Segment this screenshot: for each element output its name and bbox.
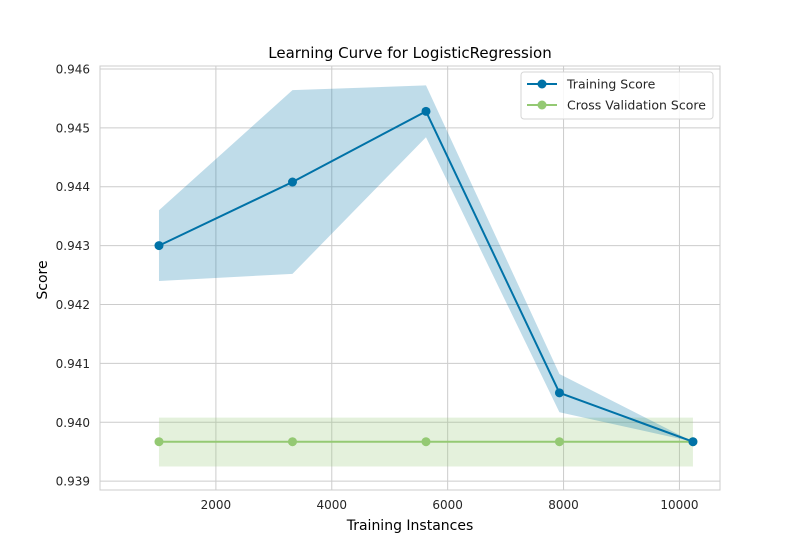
legend-marker-cv bbox=[537, 100, 547, 110]
y-tick-label: 0.945 bbox=[56, 121, 90, 135]
y-tick-label: 0.942 bbox=[56, 298, 90, 312]
legend-box bbox=[520, 71, 714, 120]
x-axis-label: Training Instances bbox=[346, 518, 474, 534]
x-tick-label: 2000 bbox=[201, 498, 232, 512]
y-axis-label: Score bbox=[35, 260, 51, 299]
point-training bbox=[554, 388, 564, 398]
y-tick-label: 0.944 bbox=[56, 180, 90, 194]
point-training bbox=[154, 241, 164, 251]
chart-title: Learning Curve for LogisticRegression bbox=[268, 44, 551, 62]
grid-lines bbox=[100, 66, 720, 490]
legend-label-cv: Cross Validation Score bbox=[567, 98, 706, 113]
point-training bbox=[688, 437, 698, 447]
point-training bbox=[287, 177, 297, 187]
point-cv bbox=[287, 437, 297, 447]
y-tick-label: 0.946 bbox=[56, 62, 90, 76]
legend-marker-training bbox=[537, 79, 547, 89]
point-training bbox=[421, 106, 431, 116]
legend: Training Score Cross Validation Score bbox=[520, 71, 714, 120]
y-tick-label: 0.940 bbox=[56, 416, 90, 430]
x-tick-label: 6000 bbox=[432, 498, 463, 512]
series-points bbox=[154, 106, 698, 447]
x-tick-labels: 2000 4000 6000 8000 10000 bbox=[201, 498, 699, 512]
plot-frame bbox=[99, 65, 721, 491]
x-tick-label: 8000 bbox=[548, 498, 579, 512]
x-tick-label: 10000 bbox=[660, 498, 698, 512]
y-tick-label: 0.939 bbox=[56, 475, 90, 489]
y-tick-labels: 0.939 0.940 0.941 0.942 0.943 0.944 0.945 0.946 bbox=[56, 62, 90, 488]
y-tick-label: 0.941 bbox=[56, 357, 90, 371]
y-tick-label: 0.943 bbox=[56, 239, 90, 253]
plot-area bbox=[100, 66, 720, 490]
band-training bbox=[158, 85, 693, 442]
point-cv bbox=[554, 437, 564, 447]
point-cv bbox=[421, 437, 431, 447]
point-cv bbox=[154, 437, 164, 447]
legend-label-training: Training Score bbox=[566, 77, 656, 92]
x-tick-label: 4000 bbox=[317, 498, 348, 512]
